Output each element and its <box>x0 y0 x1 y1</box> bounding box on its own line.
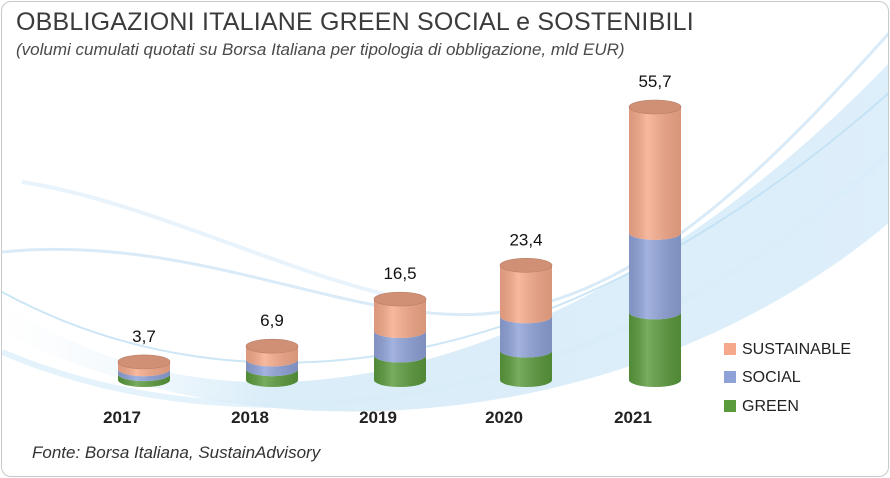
cylinder-top-2017 <box>117 354 171 370</box>
x-tick-label-2018: 2018 <box>231 408 269 427</box>
legend-item-social: SOCIAL <box>724 369 801 386</box>
bar-shade-green-2017 <box>118 374 170 387</box>
cylinder-2018 <box>245 338 299 387</box>
x-tick-label-2019: 2019 <box>359 408 397 427</box>
chart-subtitle: (volumi cumulati quotati su Borsa Italia… <box>16 40 625 59</box>
data-label-total-2018: 6,9 <box>260 311 284 330</box>
data-label-total-2019: 16,5 <box>383 264 416 283</box>
cylinder-top-2019 <box>373 291 427 307</box>
legend-item-green: GREEN <box>724 398 799 415</box>
legend-swatch-green <box>724 400 736 412</box>
data-label-total-2020: 23,4 <box>509 230 542 249</box>
cylinder-top-2018 <box>245 338 299 354</box>
x-tick-label-2020: 2020 <box>485 408 523 427</box>
legend: SUSTAINABLE SOCIAL GREEN <box>724 341 851 415</box>
legend-swatch-social <box>724 371 736 383</box>
legend-item-sustainable: SUSTAINABLE <box>724 341 851 358</box>
x-tick-label-2017: 2017 <box>103 408 141 427</box>
bar-shade-green-2018 <box>246 369 298 387</box>
bar-shade-green-2020 <box>500 350 552 387</box>
bar-shade-social-2020 <box>500 316 552 358</box>
data-label-total-2017: 3,7 <box>132 327 156 346</box>
bar-shade-social-2017 <box>118 369 170 382</box>
legend-label-green: GREEN <box>742 398 799 415</box>
bar-shade-social-2018 <box>246 359 298 377</box>
cylinder-top-2021 <box>628 99 682 115</box>
bar-shade-sustainable-2021 <box>629 107 681 240</box>
legend-label-sustainable: SUSTAINABLE <box>742 341 851 358</box>
labels-layer: 3,7 2017 6,9 2018 16,5 2019 23,4 2020 55,7 2021 <box>103 72 671 427</box>
bar-shade-sustainable-2018 <box>246 346 298 367</box>
chart-title: OBBLIGAZIONI ITALIANE GREEN SOCIAL e SOS… <box>16 8 694 36</box>
data-label-total-2021: 55,7 <box>638 72 671 91</box>
bar-shade-social-2019 <box>374 330 426 363</box>
x-tick-label-2021: 2021 <box>614 408 652 427</box>
bar-shade-sustainable-2020 <box>500 265 552 324</box>
legend-label-social: SOCIAL <box>742 369 801 386</box>
bar-shade-green-2019 <box>374 355 426 387</box>
bar-shade-social-2021 <box>629 232 681 320</box>
cylinder-2020 <box>499 258 553 387</box>
cylinder-2021 <box>628 99 682 387</box>
cylinder-2019 <box>373 291 427 387</box>
bar-shade-green-2021 <box>629 312 681 387</box>
bar-shade-sustainable-2019 <box>374 299 426 338</box>
cylinder-top-2020 <box>499 258 553 273</box>
bars-layer <box>117 99 682 387</box>
legend-swatch-sustainable <box>724 343 736 355</box>
cylinder-2017 <box>117 354 171 387</box>
source-note: Fonte: Borsa Italiana, SustainAdvisory <box>32 443 321 462</box>
